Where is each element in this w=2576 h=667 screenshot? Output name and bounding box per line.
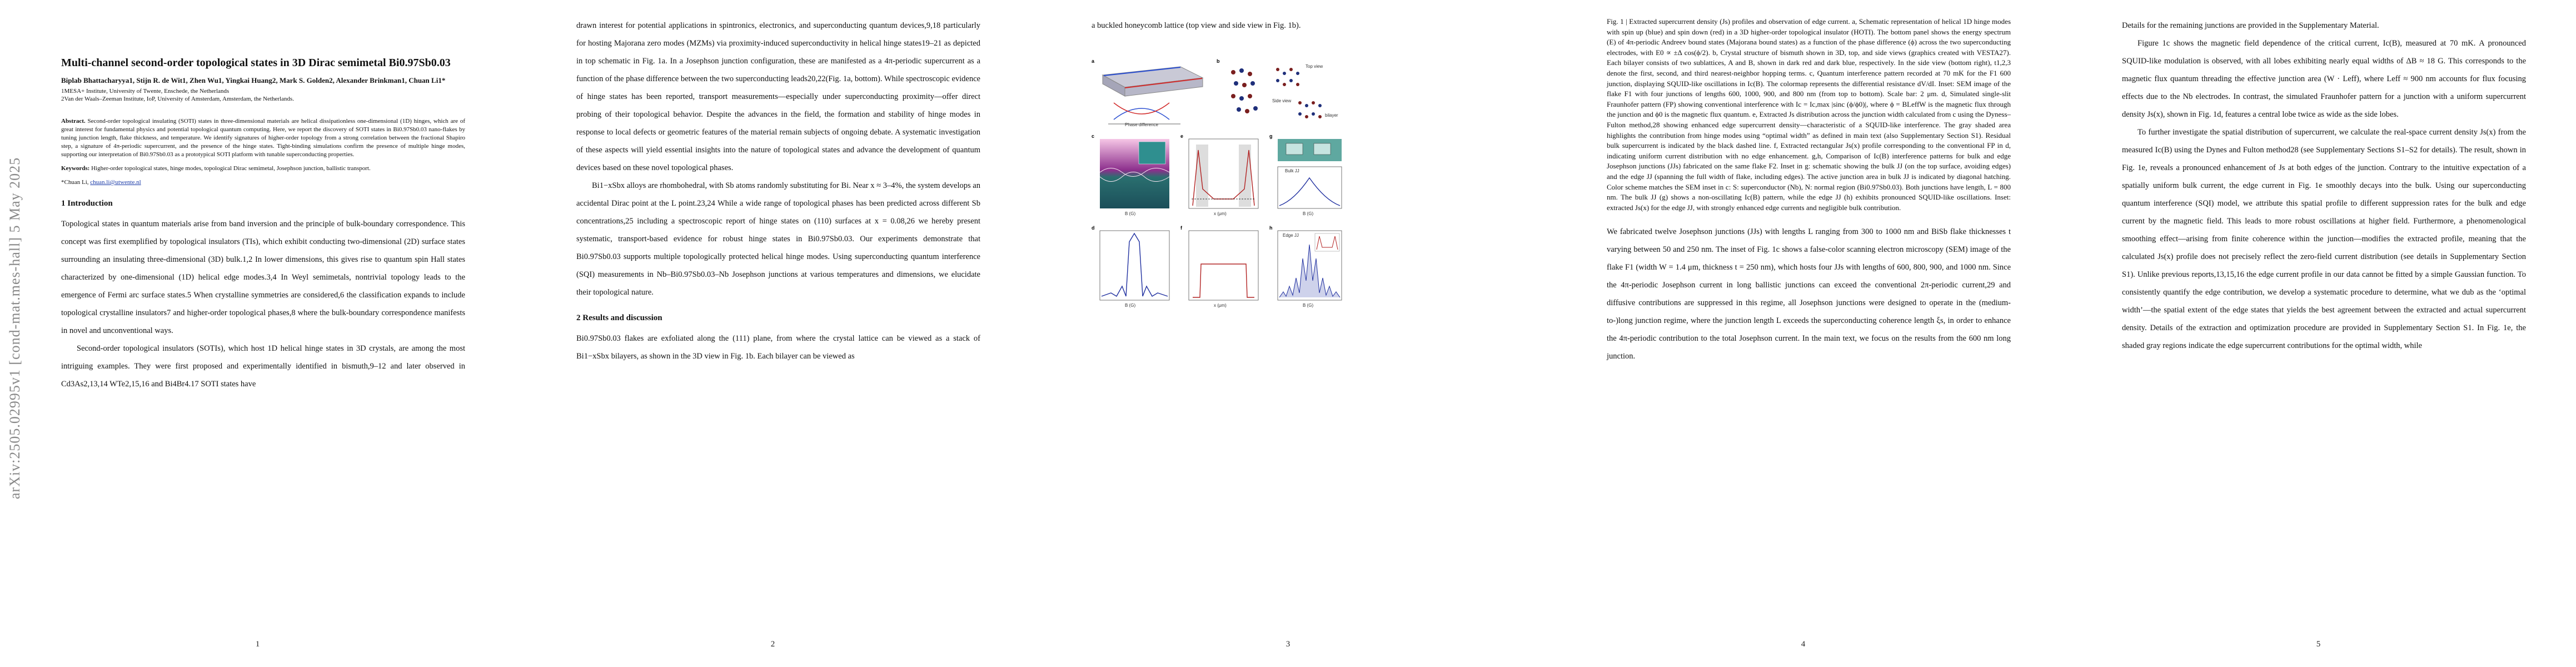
panel-b: b (1217, 58, 1344, 128)
panel-a: a Phase difference (1092, 58, 1211, 128)
lattice-top-view (1276, 68, 1299, 86)
page-5: Details for the remaining junctions are … (2061, 0, 2576, 667)
corresponding-label: *Chuan Li, (61, 179, 89, 186)
panel-g: g Bulk JJ B (G) (1269, 133, 1344, 220)
paragraph: Bi0.97Sb0.03 flakes are exfoliated along… (576, 334, 980, 361)
paragraph: a buckled honeycomb lattice (top view an… (1092, 21, 1301, 30)
page-2-column: drawn interest for potential application… (576, 17, 980, 365)
paragraph: drawn interest for potential application… (576, 21, 980, 172)
paragraph: We fabricated twelve Josephson junctions… (1607, 227, 2011, 361)
paragraph: Figure 1c shows the magnetic field depen… (2122, 39, 2526, 119)
paragraph: Topological states in quantum materials … (61, 220, 465, 335)
page-1: arXiv:2505.02995v1 [cond-mat.mes-hall] 5… (0, 0, 515, 667)
page-number: 1 (255, 640, 260, 649)
page-2: drawn interest for potential application… (515, 0, 1030, 667)
figure-1-caption: Fig. 1 | Extracted supercurrent density … (1607, 17, 2011, 212)
page-4: Fig. 1 | Extracted supercurrent density … (1546, 0, 2061, 667)
panel-h: h Edge JJ B (G) (1269, 225, 1344, 311)
panel-c: c B (G) (1092, 133, 1175, 220)
hinge-schematic (1102, 66, 1204, 125)
figure-1: a Phase difference b (1092, 58, 1492, 322)
author-list: Biplab Bhattacharyya1, Stijn R. de Wit1,… (61, 76, 446, 84)
interference-colormap (1099, 139, 1170, 208)
panel-e: e x (μm) (1180, 133, 1264, 220)
current-density-edge (1188, 138, 1259, 209)
page-4-column: Fig. 1 | Extracted supercurrent density … (1607, 17, 2011, 365)
lattice-3d (1231, 68, 1258, 113)
page-number: 4 (1801, 640, 1806, 649)
section-results-title: 2 Results and discussion (576, 313, 662, 322)
arxiv-stamp: arXiv:2505.02995v1 [cond-mat.mes-hall] 5… (7, 157, 23, 499)
paragraph: Details for the remaining junctions are … (2122, 21, 2379, 30)
bulk-jj-pattern (1277, 139, 1342, 209)
current-density-uniform (1188, 230, 1259, 301)
page-3-column: a buckled honeycomb lattice (top view an… (1092, 17, 1496, 34)
page-number: 5 (2316, 640, 2321, 649)
corresponding-email-link[interactable]: chuan.li@utwente.nl (90, 179, 141, 186)
affiliation-1: 1MESA+ Institute, University of Twente, … (61, 88, 230, 94)
keywords-label: Keywords: (61, 165, 90, 172)
page-number: 2 (770, 640, 775, 649)
simulated-fraunhofer (1099, 230, 1170, 301)
keywords: Keywords: Higher-order topological state… (61, 165, 465, 173)
abstract-label: Abstract. (61, 118, 86, 125)
keywords-text: Higher-order topological states, hinge m… (91, 165, 371, 172)
page-3: a buckled honeycomb lattice (top view an… (1030, 0, 1546, 667)
paragraph: Bi1−xSbx alloys are rhombohedral, with S… (576, 181, 980, 297)
section-introduction-title: 1 Introduction (61, 199, 113, 208)
panel-d: d B (G) (1092, 225, 1175, 311)
page-number: 3 (1285, 640, 1291, 649)
abstract: Abstract. Second-order topological insul… (61, 117, 465, 159)
paper-title: Multi-channel second-order topological s… (61, 57, 451, 69)
abstract-text: Second-order topological insulating (SOT… (61, 118, 465, 158)
paragraph: Second-order topological insulators (SOT… (61, 344, 465, 389)
paragraph: To further investigate the spatial distr… (2122, 128, 2526, 350)
edge-jj-pattern (1277, 230, 1342, 301)
crystal-structure (1231, 68, 1322, 118)
corresponding-author: *Chuan Li, chuan.li@utwente.nl (61, 178, 465, 187)
page-5-column: Details for the remaining junctions are … (2122, 17, 2526, 355)
page-1-column: Multi-channel second-order topological s… (61, 56, 465, 393)
affiliation-2: 2Van der Waals–Zeeman Institute, IoP, Un… (61, 96, 294, 102)
lattice-side-view (1298, 101, 1322, 118)
panel-f: f x (μm) (1180, 225, 1264, 311)
